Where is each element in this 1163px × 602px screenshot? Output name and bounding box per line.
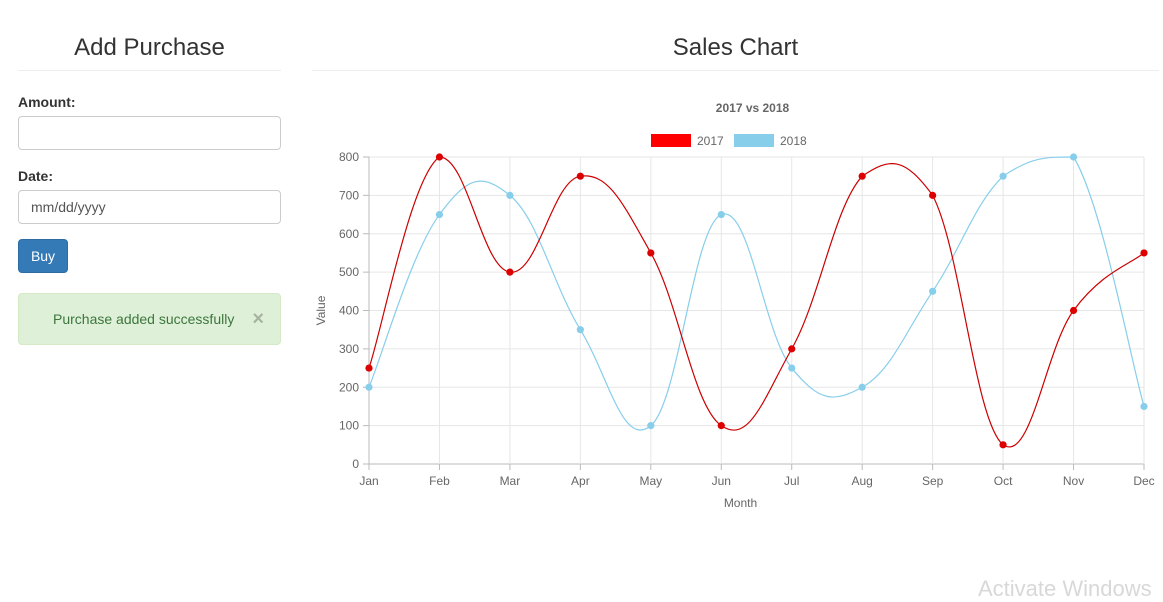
x-tick-label-Aug: Aug [852,474,873,488]
point-2017-May [647,249,655,257]
x-tick-label-May: May [639,474,662,488]
x-tick-label-Apr: Apr [571,474,590,488]
point-2018-Aug [858,383,866,391]
y-tick-label-200: 200 [339,380,359,394]
x-tick-label-Mar: Mar [500,474,521,488]
y-tick-label-800: 800 [339,150,359,164]
x-tick-label-Feb: Feb [429,474,450,488]
add-purchase-panel: Add Purchase Amount: Date: Buy Purchase … [18,0,281,345]
point-2018-May [647,422,655,430]
series-line-2017 [368,156,1145,448]
point-2017-Oct [999,441,1007,449]
chart-title: 2017 vs 2018 [716,101,790,115]
point-2017-Jul [788,345,796,353]
x-tick-label-Jul: Jul [784,474,799,488]
y-tick-label-400: 400 [339,304,359,318]
x-tick-label-Dec: Dec [1133,474,1154,488]
amount-input[interactable] [18,116,281,150]
point-2017-Aug [858,172,866,180]
point-2018-Oct [999,172,1007,180]
point-2018-Feb [435,210,444,219]
point-2017-Feb [435,153,444,161]
date-input[interactable] [18,190,281,224]
activate-windows-watermark: Activate Windows [978,576,1152,601]
sales-chart-title: Sales Chart [312,0,1159,71]
y-tick-label-0: 0 [352,457,359,471]
alert-close-icon[interactable]: × [252,308,264,330]
x-tick-label-Jan: Jan [359,474,378,488]
point-2017-Jan [365,364,373,372]
success-alert: Purchase added successfully × [18,293,281,345]
point-2018-Apr [576,326,584,334]
date-label: Date: [18,168,54,184]
legend-label-2017: 2017 [697,134,724,148]
x-tick-label-Nov: Nov [1063,474,1084,488]
x-axis-title: Month [724,496,757,510]
add-purchase-title: Add Purchase [18,0,281,71]
y-tick-label-600: 600 [339,227,359,241]
buy-button[interactable]: Buy [18,239,68,273]
y-axis-title: Value [314,295,328,325]
y-tick-label-700: 700 [339,188,359,202]
point-2018-Jan [365,383,373,391]
point-2017-Mar [506,268,514,276]
x-tick-label-Sep: Sep [922,474,944,488]
point-2017-Apr [576,172,584,180]
point-2017-Jun [717,422,725,430]
y-tick-label-500: 500 [339,265,359,279]
x-tick-label-Jun: Jun [712,474,731,488]
sales-chart-panel: Sales Chart [312,0,1159,71]
series-line-2018 [368,156,1145,431]
legend-swatch-2018 [734,134,774,147]
point-2018-Nov [1069,153,1078,161]
point-2018-Mar [506,191,514,199]
legend-label-2018: 2018 [780,134,807,148]
y-tick-label-100: 100 [339,419,359,433]
sales-line-chart: 2017 vs 2018 2017 2018 0 100 200 300 400 500 600 7… [314,101,1155,510]
y-tick-label-300: 300 [339,342,359,356]
amount-label: Amount: [18,94,76,110]
point-2018-Jul [788,364,796,372]
point-2017-Dec [1140,249,1148,257]
point-2017-Nov [1069,306,1078,315]
point-2018-Jun [717,210,725,219]
point-2018-Sep [929,287,937,295]
x-tick-label-Oct: Oct [994,474,1013,488]
point-2018-Dec [1140,402,1148,411]
legend-swatch-2017 [651,134,691,147]
point-2017-Sep [929,191,937,199]
alert-message: Purchase added successfully [53,311,235,327]
